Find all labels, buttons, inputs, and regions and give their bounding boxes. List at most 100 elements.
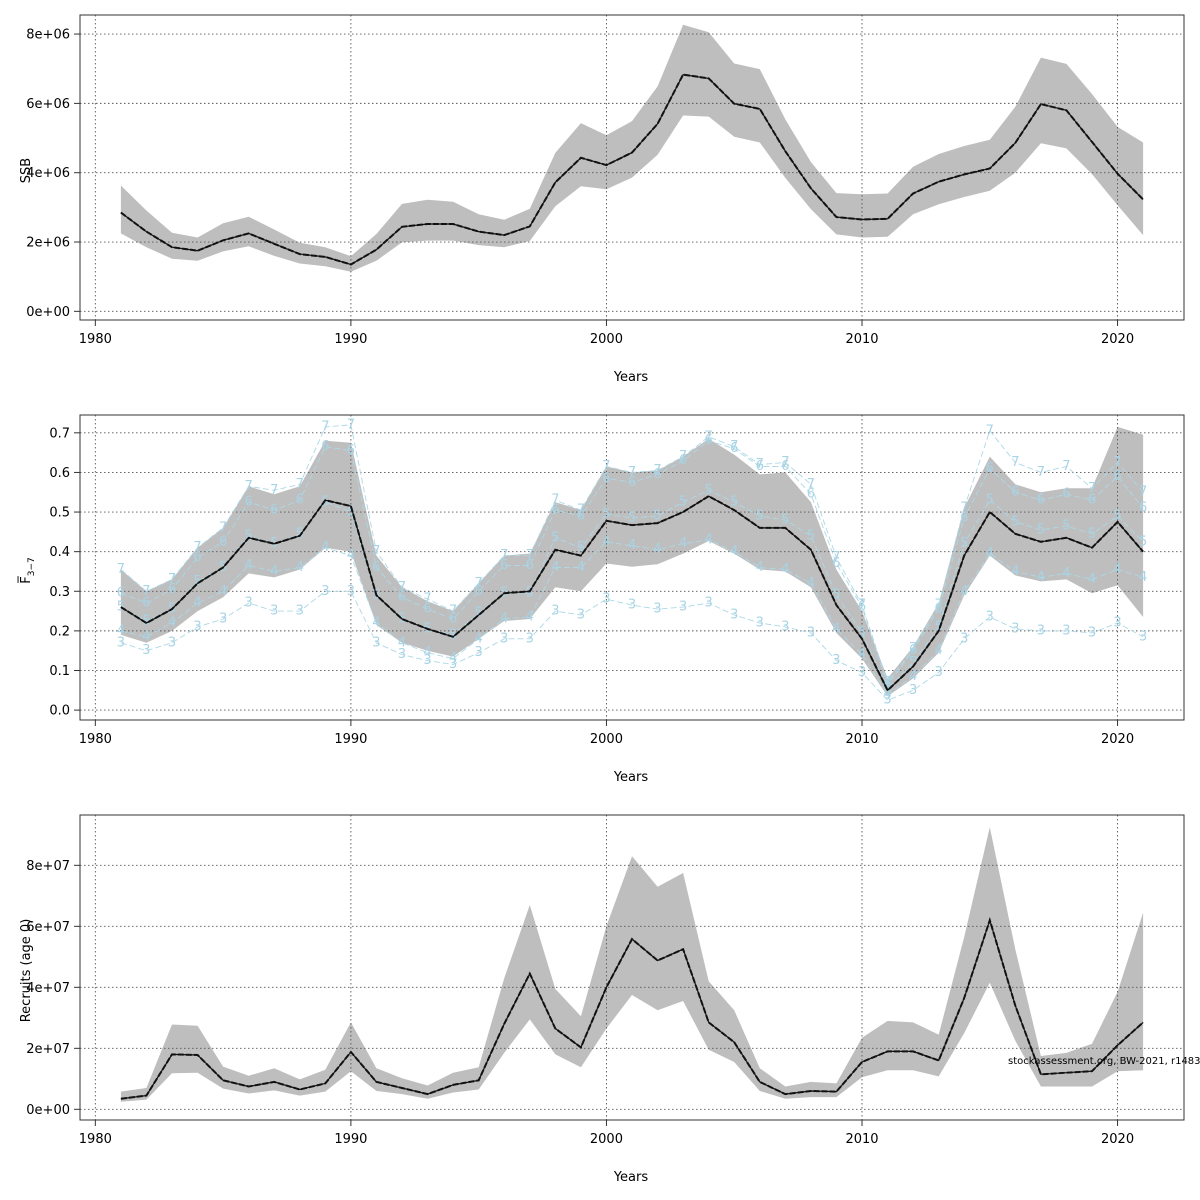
age-7-marker: 7 xyxy=(321,419,329,434)
age-6-marker: 6 xyxy=(475,584,483,599)
confidence-band xyxy=(120,24,1144,272)
age-7-marker: 7 xyxy=(398,580,406,595)
age-5-marker: 5 xyxy=(1037,522,1045,537)
age-6-marker: 6 xyxy=(628,475,636,490)
age-6-marker: 6 xyxy=(858,600,866,615)
y-axis-title: F̅3−7 xyxy=(18,557,37,583)
x-tick-label: 2010 xyxy=(845,732,878,747)
age-3-marker: 3 xyxy=(577,608,585,623)
age-6-marker: 6 xyxy=(142,596,150,611)
age-5-marker: 5 xyxy=(475,606,483,621)
age-5-marker: 5 xyxy=(1088,526,1096,541)
age-3-marker: 3 xyxy=(423,653,431,668)
age-3-marker: 3 xyxy=(219,611,227,626)
age-5-marker: 5 xyxy=(347,505,355,520)
age-7-marker: 7 xyxy=(679,449,687,464)
age-7-marker: 7 xyxy=(142,584,150,599)
age-7-marker: 7 xyxy=(245,479,253,494)
age-3-marker: 3 xyxy=(372,635,380,650)
plot-frame xyxy=(79,14,1185,321)
age-4-marker: 4 xyxy=(347,548,355,563)
age-3-marker: 3 xyxy=(193,619,201,634)
x-tick-label: 2000 xyxy=(590,1132,623,1147)
age-7-marker: 7 xyxy=(347,417,355,432)
age-5-marker: 5 xyxy=(449,627,457,642)
age-7-marker: 7 xyxy=(551,493,559,508)
age-6-marker: 6 xyxy=(193,550,201,565)
age-7-marker: 7 xyxy=(756,457,764,472)
age-6-marker: 6 xyxy=(1062,487,1070,502)
age-7-marker: 7 xyxy=(1113,455,1121,470)
x-tick-label: 2010 xyxy=(845,332,878,347)
age-7-marker: 7 xyxy=(117,562,125,577)
age-5-marker: 5 xyxy=(1011,514,1019,529)
age-4-marker: 4 xyxy=(1088,572,1096,587)
age-3-marker: 3 xyxy=(909,683,917,698)
age-5-marker: 5 xyxy=(679,495,687,510)
age-5-marker: 5 xyxy=(142,613,150,628)
age-5-marker: 5 xyxy=(628,510,636,525)
age-3-marker: 3 xyxy=(296,604,304,619)
age-6-marker: 6 xyxy=(756,459,764,474)
age-5-marker: 5 xyxy=(705,483,713,498)
x-tick-label: 2020 xyxy=(1101,732,1134,747)
y-tick-label: 0.6 xyxy=(49,466,70,481)
age-3-marker: 3 xyxy=(858,665,866,680)
age-4-marker: 4 xyxy=(781,562,789,577)
y-tick-label: 8e+07 xyxy=(26,859,70,874)
estimate-line xyxy=(120,495,1144,692)
age-7-line xyxy=(120,424,1144,684)
y-tick-label: 0.0 xyxy=(49,704,70,719)
confidence-band xyxy=(120,426,1144,697)
age-4-marker: 4 xyxy=(321,540,329,555)
age-7-marker: 7 xyxy=(1062,459,1070,474)
age-5-marker: 5 xyxy=(577,540,585,555)
age-7-marker: 7 xyxy=(168,572,176,587)
age-3-marker: 3 xyxy=(986,610,994,625)
plot-frame xyxy=(79,414,1185,721)
age-3-marker: 3 xyxy=(1062,623,1070,638)
age-4-marker: 4 xyxy=(245,558,253,573)
y-axis-title: Recruits (age 0) xyxy=(19,919,34,1023)
age-3-marker: 3 xyxy=(935,665,943,680)
age-3-marker: 3 xyxy=(756,615,764,630)
age-7-marker: 7 xyxy=(602,459,610,474)
age-7-marker: 7 xyxy=(219,520,227,535)
age-4-marker: 4 xyxy=(372,615,380,630)
age-6-marker: 6 xyxy=(1011,485,1019,500)
age-3-marker: 3 xyxy=(705,596,713,611)
age-6-marker: 6 xyxy=(526,558,534,573)
age-7-marker: 7 xyxy=(372,544,380,559)
age-6-marker: 6 xyxy=(602,471,610,486)
age-3-marker: 3 xyxy=(117,635,125,650)
age-4-marker: 4 xyxy=(142,629,150,644)
age-7-marker: 7 xyxy=(909,641,917,656)
age-6-marker: 6 xyxy=(398,590,406,605)
age-6-marker: 6 xyxy=(653,467,661,482)
age-4-marker: 4 xyxy=(193,596,201,611)
age-7-marker: 7 xyxy=(423,592,431,607)
x-tick-label: 2020 xyxy=(1101,1132,1134,1147)
age-4-marker: 4 xyxy=(270,564,278,579)
ssb-panel: 1980 1990 2000 2010 2020 0e+00 2e+06 4e+06 6e+06… xyxy=(19,14,1185,385)
age-4-marker: 4 xyxy=(551,560,559,575)
age-4-marker: 4 xyxy=(679,536,687,551)
x-tick-label: 1980 xyxy=(79,1132,112,1147)
age-7-marker: 7 xyxy=(449,604,457,619)
age-4-marker: 4 xyxy=(730,544,738,559)
age-5-marker: 5 xyxy=(730,495,738,510)
y-tick-label: 2e+06 xyxy=(26,236,70,251)
recruits-panel: 1980 1990 2000 2010 2020 0e+00 2e+07 4e+07 6e+07… xyxy=(19,814,1185,1185)
age-7-marker: 7 xyxy=(705,429,713,444)
age-6-marker: 6 xyxy=(883,677,891,692)
y-tick-label: 8e+06 xyxy=(26,28,70,43)
age-3-marker: 3 xyxy=(1088,625,1096,640)
age-6-marker: 6 xyxy=(807,487,815,502)
age-3-marker: 3 xyxy=(270,604,278,619)
age-5-marker: 5 xyxy=(781,512,789,527)
age-4-marker: 4 xyxy=(883,687,891,702)
age-5-marker: 5 xyxy=(653,509,661,524)
age-3-marker: 3 xyxy=(245,596,253,611)
age-5-marker: 5 xyxy=(296,526,304,541)
age-5-line xyxy=(120,489,1144,690)
